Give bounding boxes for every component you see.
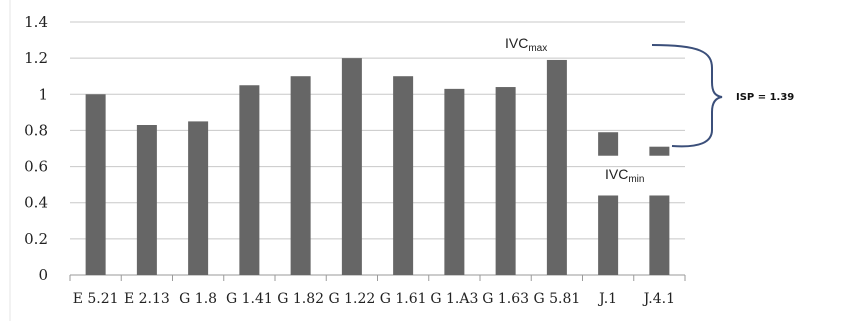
y-tick-label: 0.8 xyxy=(24,121,48,139)
x-tick-label: G 1.61 xyxy=(380,291,427,307)
y-tick-label: 0 xyxy=(38,266,48,284)
ivc-min-annotation: IVCmin xyxy=(605,166,644,185)
bar xyxy=(188,121,209,276)
x-tick-label: J.1 xyxy=(597,291,617,307)
y-tick-label: 0.6 xyxy=(24,158,48,176)
y-tick-label: 1.2 xyxy=(24,49,48,67)
isp-bracket xyxy=(651,44,723,148)
gridlines xyxy=(70,21,685,240)
y-tick-label: 0.2 xyxy=(24,230,48,248)
x-tick-label: E 2.13 xyxy=(124,291,170,307)
bar xyxy=(546,59,567,276)
x-tick-label: G 5.81 xyxy=(533,291,580,307)
bar xyxy=(598,195,619,275)
bar xyxy=(444,88,465,275)
x-tick-label: G 1.63 xyxy=(482,291,529,307)
bar-upper-segment xyxy=(598,132,619,156)
x-tick-label: G 1.41 xyxy=(226,291,273,307)
y-tick-label: 0.4 xyxy=(24,194,48,212)
ivc-max-annotation: IVCmax xyxy=(505,35,547,54)
isp-label: ISP = 1.39 xyxy=(736,92,794,103)
x-tick-label: G 1.A3 xyxy=(430,291,478,307)
bar xyxy=(495,87,516,275)
bars xyxy=(85,58,670,276)
bar xyxy=(290,76,311,275)
x-tick-label: G 1.82 xyxy=(277,291,324,307)
x-tick-label: J.4.1 xyxy=(642,291,675,307)
x-axis-labels: E 5.21 E 2.13 G 1.8 G 1.41 G 1.82 G 1.22 G 1.6… xyxy=(73,291,675,307)
bar xyxy=(239,85,260,275)
y-tick-label: 1 xyxy=(38,85,48,103)
bar-upper-segment xyxy=(649,146,670,156)
bar xyxy=(649,195,670,275)
x-tick-label: G 1.8 xyxy=(179,291,217,307)
bar xyxy=(393,76,414,275)
y-axis-ticks: 0 0.2 0.4 0.6 0.8 1 1.2 1.4 xyxy=(24,13,48,284)
bar xyxy=(85,94,106,276)
x-tick-label: E 5.21 xyxy=(73,291,119,307)
bar xyxy=(136,125,157,275)
y-tick-label: 1.4 xyxy=(24,13,48,31)
x-axis-category-ticks xyxy=(69,275,686,281)
bar xyxy=(341,58,362,276)
x-tick-label: G 1.22 xyxy=(328,291,375,307)
